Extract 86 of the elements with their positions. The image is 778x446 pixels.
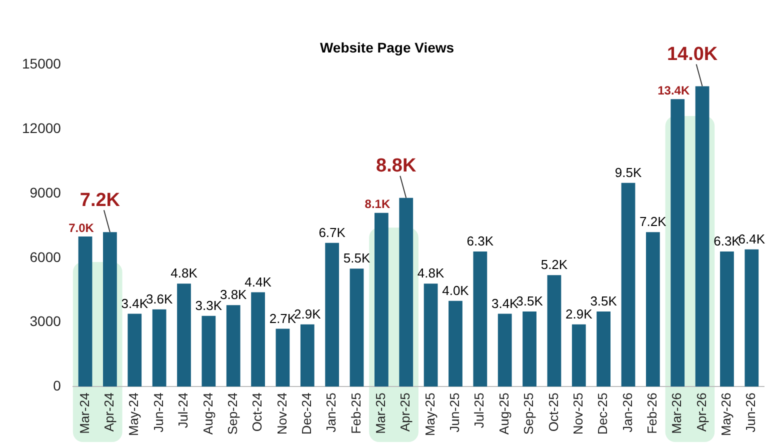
data-label: 6.3K <box>466 234 494 249</box>
bar <box>621 182 636 387</box>
data-label: 5.5K <box>343 250 370 266</box>
data-label: 14.0K <box>666 44 718 65</box>
x-tick-label: Oct-25 <box>546 392 561 432</box>
data-label: 4.8K <box>417 266 445 281</box>
x-tick-label: Nov-25 <box>570 392 586 435</box>
bar <box>226 305 240 387</box>
data-label: 3.8K <box>220 287 248 302</box>
bar <box>572 324 586 387</box>
bar <box>522 312 536 387</box>
data-label: 4.0K <box>442 282 470 298</box>
data-label: 6.7K <box>318 224 346 240</box>
y-tick-label: 15000 <box>22 56 62 72</box>
x-tick-label: Apr-24 <box>102 392 117 432</box>
x-tick-label: Jan-26 <box>620 392 635 432</box>
x-tick-label: Mar-24 <box>76 392 92 434</box>
x-tick-label: Sep-25 <box>521 392 536 435</box>
bar <box>300 324 314 387</box>
y-tick-label: 9000 <box>30 184 62 200</box>
bar <box>670 99 685 387</box>
x-tick-label: Jun-24 <box>150 392 166 432</box>
data-label: 7.0K <box>68 220 94 235</box>
x-tick-label: Feb-26 <box>644 392 660 434</box>
x-tick-label: Dec-25 <box>595 392 610 435</box>
data-label: 4.8K <box>170 266 198 281</box>
data-label: 2.9K <box>294 306 322 322</box>
bar <box>350 268 364 387</box>
data-label: 3.6K <box>146 291 174 306</box>
x-tick-label: Aug-24 <box>200 392 216 435</box>
data-label: 2.9K <box>566 306 593 322</box>
bar <box>695 86 710 387</box>
bar <box>473 251 488 387</box>
x-tick-label: Oct-24 <box>250 392 265 432</box>
bar <box>448 300 462 387</box>
data-label: 8.1K <box>364 197 390 212</box>
bar <box>744 249 759 387</box>
x-tick-label: Sep-24 <box>224 392 240 435</box>
bar <box>152 309 166 387</box>
data-label: 5.2K <box>540 257 568 272</box>
x-tick-label: Jun-25 <box>447 392 462 432</box>
data-label: 7.2K <box>80 190 120 211</box>
bar <box>374 212 388 387</box>
bar <box>276 328 290 387</box>
data-label: 3.5K <box>590 294 618 309</box>
bar <box>325 242 340 387</box>
x-tick-label: Jun-26 <box>743 392 758 432</box>
bar <box>177 284 191 387</box>
chart-title: Website Page Views <box>320 39 454 56</box>
data-label: 6.3K <box>714 234 741 249</box>
x-tick-label: Jul-25 <box>472 392 487 428</box>
bar <box>498 314 512 387</box>
bar <box>128 314 142 387</box>
x-tick-label: Apr-26 <box>694 392 709 432</box>
x-tick-label: Nov-24 <box>274 392 290 435</box>
bar <box>547 275 562 387</box>
x-tick-label: Dec-24 <box>298 392 314 435</box>
bar <box>399 198 414 387</box>
bar <box>103 232 117 387</box>
y-tick-label: 6000 <box>30 248 62 265</box>
x-tick-label: Jan-25 <box>324 392 339 432</box>
bar <box>251 292 265 387</box>
data-label: 7.2K <box>640 214 667 230</box>
data-label: 3.3K <box>195 298 222 313</box>
x-tick-label: Jul-24 <box>176 392 191 428</box>
data-label: 13.4K <box>658 83 690 98</box>
y-tick-label: 12000 <box>22 120 62 136</box>
x-tick-label: May-25 <box>422 392 438 436</box>
x-tick-label: Apr-25 <box>398 392 413 432</box>
x-tick-label: May-26 <box>718 392 734 436</box>
x-tick-label: Feb-25 <box>348 392 364 434</box>
bar <box>202 316 216 387</box>
data-label: 9.5K <box>614 164 642 180</box>
x-tick-label: Mar-25 <box>373 392 388 434</box>
data-label: 8.8K <box>376 156 416 177</box>
y-tick-label: 0 <box>53 378 62 394</box>
x-tick-label: May-24 <box>126 392 142 436</box>
data-label: 4.4K <box>244 274 272 290</box>
bar <box>78 236 92 387</box>
x-tick-label: Mar-26 <box>669 392 684 434</box>
bar <box>596 312 611 387</box>
bar <box>720 251 734 387</box>
y-tick-label: 3000 <box>30 313 62 330</box>
x-tick-label: Aug-25 <box>496 392 512 435</box>
bar <box>424 284 438 387</box>
bar <box>646 232 660 387</box>
